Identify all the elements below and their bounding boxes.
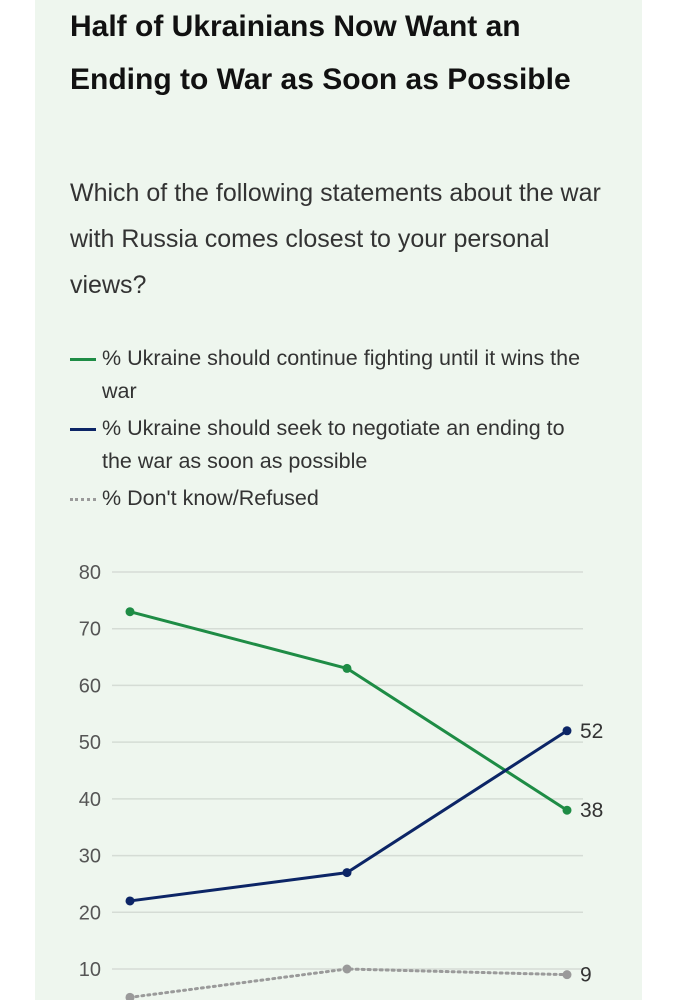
end-labels: 9 38 52 bbox=[580, 720, 603, 987]
line-chart: 10 20 30 40 50 60 70 80 9 38 52 bbox=[79, 562, 603, 1000]
y-axis-ticks: 10 20 30 40 50 60 70 80 bbox=[79, 562, 101, 981]
data-point bbox=[125, 896, 135, 906]
chart-legend: % Ukraine should continue fighting until… bbox=[70, 342, 590, 519]
data-point bbox=[342, 964, 352, 974]
y-tick-label: 50 bbox=[79, 732, 101, 754]
y-tick-label: 60 bbox=[79, 675, 101, 697]
series-line bbox=[128, 967, 569, 999]
legend-item-fighting: % Ukraine should continue fighting until… bbox=[70, 342, 590, 408]
end-value-label: 9 bbox=[580, 964, 592, 987]
end-value-label: 38 bbox=[580, 799, 603, 822]
y-tick-label: 40 bbox=[79, 789, 101, 811]
data-point bbox=[562, 805, 572, 815]
y-tick-label: 80 bbox=[79, 562, 101, 584]
data-point bbox=[342, 663, 352, 673]
data-point bbox=[562, 726, 572, 736]
legend-swatch-dontknow bbox=[70, 498, 96, 501]
legend-label-negotiate: % Ukraine should seek to negotiate an en… bbox=[102, 416, 565, 473]
legend-label-fighting: % Ukraine should continue fighting until… bbox=[102, 346, 581, 403]
data-point bbox=[125, 992, 135, 1000]
y-tick-label: 20 bbox=[79, 902, 101, 924]
series-line bbox=[129, 610, 568, 812]
chart-subtitle: Which of the following statements about … bbox=[70, 179, 601, 299]
data-point bbox=[342, 868, 352, 878]
y-tick-label: 10 bbox=[79, 959, 101, 981]
y-tick-label: 30 bbox=[79, 846, 101, 868]
legend-item-negotiate: % Ukraine should seek to negotiate an en… bbox=[70, 412, 590, 478]
legend-swatch-fighting bbox=[70, 358, 96, 361]
end-value-label: 52 bbox=[580, 720, 603, 743]
legend-label-dontknow: % Don't know/Refused bbox=[102, 486, 319, 510]
chart-title: Half of Ukrainians Now Want an Ending to… bbox=[70, 10, 571, 96]
legend-swatch-negotiate bbox=[70, 428, 96, 431]
data-point bbox=[562, 970, 572, 980]
series-lines bbox=[125, 607, 572, 1000]
legend-item-dontknow: % Don't know/Refused bbox=[70, 482, 590, 515]
y-tick-label: 70 bbox=[79, 619, 101, 641]
chart-panel bbox=[35, 0, 642, 1000]
data-point bbox=[125, 607, 135, 617]
grid-lines bbox=[112, 571, 583, 970]
